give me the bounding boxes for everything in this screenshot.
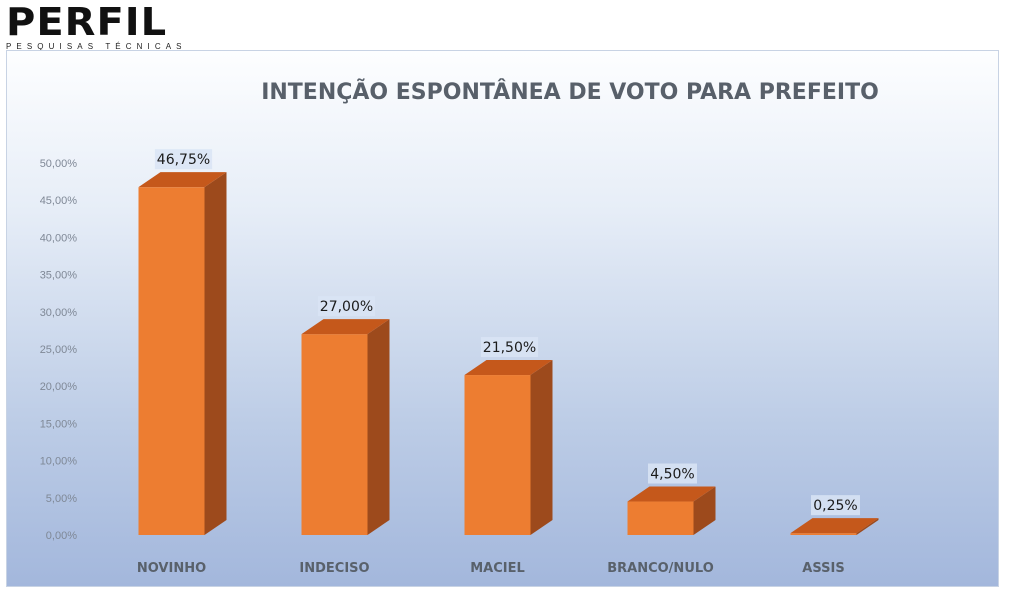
x-tick-label: MACIEL [470, 561, 525, 576]
data-label: 0,25% [813, 498, 857, 514]
y-tick-label: 0,00% [46, 530, 77, 542]
chart-title: INTENÇÃO ESPONTÂNEA DE VOTO PARA PREFEIT… [261, 80, 879, 105]
bar-front [627, 501, 694, 535]
y-tick-label: 25,00% [40, 344, 78, 356]
y-tick-label: 30,00% [40, 307, 78, 319]
bar-front [790, 533, 857, 535]
bar [790, 518, 879, 535]
data-label-box [811, 495, 860, 516]
logo-wordmark: PERFIL [6, 0, 168, 45]
bar-top [138, 172, 227, 188]
bar-top [627, 486, 716, 502]
x-tick-label: ASSIS [802, 561, 844, 576]
data-labels: 46,75% 27,00% 21,50% 4,50% 0,25% [154, 149, 860, 516]
y-tick-label: 40,00% [40, 232, 78, 244]
data-label-box [317, 296, 376, 317]
y-tick-label: 50,00% [40, 158, 78, 170]
bar-side [693, 486, 716, 535]
y-axis: 0,00% 5,00% 10,00% 15,00% 20,00% 25,00% 30,00%… [40, 158, 78, 542]
bar-front [138, 187, 205, 535]
y-tick-label: 5,00% [46, 493, 77, 505]
bar-side [367, 319, 390, 535]
bar [627, 486, 716, 535]
bar [301, 319, 390, 535]
bar-series [138, 172, 879, 535]
x-tick-label: BRANCO/NULO [607, 561, 714, 576]
bar-front [464, 375, 531, 535]
y-tick-label: 20,00% [40, 381, 78, 393]
bar-front [301, 334, 368, 535]
y-tick-label: 15,00% [40, 418, 78, 430]
perfil-logo: PERFIL PESQUISAS TÉCNICAS [6, 1, 206, 52]
y-tick-label: 45,00% [40, 195, 78, 207]
bar-side [204, 172, 227, 535]
data-label: 27,00% [320, 299, 373, 315]
data-label: 46,75% [157, 152, 210, 168]
y-tick-label: 35,00% [40, 270, 78, 282]
x-tick-label: NOVINHO [137, 561, 206, 576]
data-label: 4,50% [650, 467, 694, 483]
bar-side [856, 518, 879, 535]
data-label-box [480, 337, 539, 358]
bar-top [464, 360, 553, 376]
data-label-box [154, 149, 213, 170]
bar [464, 360, 553, 535]
bar-top [790, 518, 879, 534]
data-label: 21,50% [483, 340, 536, 356]
bar-top [301, 319, 390, 335]
y-tick-label: 10,00% [40, 456, 78, 468]
logo-tagline: PESQUISAS TÉCNICAS [6, 42, 187, 51]
x-tick-label: INDECISO [299, 561, 369, 576]
bar-side [530, 360, 553, 535]
x-axis: NOVINHO INDECISO MACIEL BRANCO/NULO ASSIS [137, 561, 845, 576]
bar [138, 172, 227, 535]
data-label-box [648, 463, 697, 484]
